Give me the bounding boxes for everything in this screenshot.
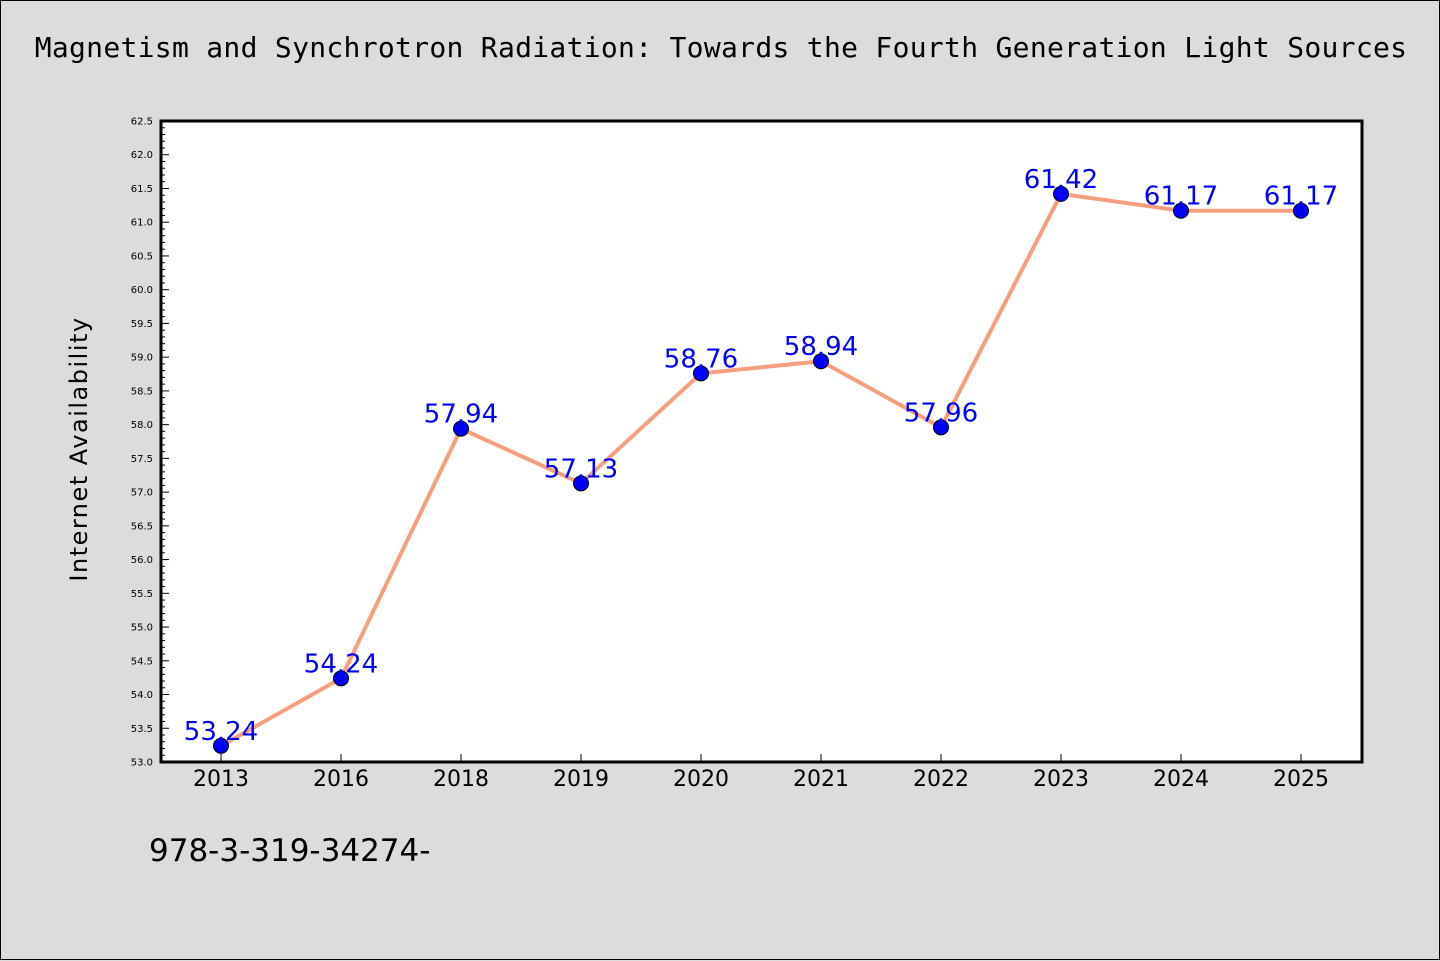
y-tick-label: 56.0 bbox=[131, 555, 153, 566]
y-tick-label: 55.5 bbox=[131, 589, 153, 600]
data-label: 57.96 bbox=[904, 398, 978, 428]
y-tick-label: 58.5 bbox=[131, 386, 153, 397]
data-point bbox=[1173, 202, 1189, 219]
data-label: 57.13 bbox=[544, 454, 618, 484]
y-tick-label: 62.0 bbox=[131, 150, 153, 161]
y-tick-label: 58.0 bbox=[131, 420, 153, 431]
data-label: 58.94 bbox=[784, 332, 858, 362]
y-tick-label: 53.5 bbox=[131, 724, 153, 735]
data-point bbox=[813, 353, 829, 370]
y-tick-label: 60.5 bbox=[131, 251, 153, 262]
data-point bbox=[1293, 202, 1309, 219]
y-tick-label: 61.5 bbox=[131, 184, 153, 195]
y-axis: 53.0 53.5 54.0 54.5 55.0 55.5 56.0 56.5 57.0 57.5… bbox=[131, 117, 169, 769]
plot-area bbox=[159, 119, 1364, 764]
data-label: 54.24 bbox=[304, 649, 378, 679]
x-axis: 2013 2016 2018 2019 2020 2021 2022 2023 2024 2025 bbox=[193, 754, 1329, 792]
data-point bbox=[933, 419, 949, 436]
data-point bbox=[1053, 185, 1069, 202]
y-tick-label: 57.0 bbox=[131, 488, 153, 499]
data-point bbox=[573, 475, 589, 492]
y-tick-label: 60.0 bbox=[131, 285, 153, 296]
data-label: 53.24 bbox=[184, 717, 258, 747]
y-tick-label: 55.0 bbox=[131, 623, 153, 634]
data-label: 61.17 bbox=[1264, 182, 1338, 212]
y-tick-label: 59.0 bbox=[131, 353, 153, 364]
x-tick-label: 2021 bbox=[793, 767, 849, 792]
x-tick-label: 2023 bbox=[1033, 767, 1089, 792]
data-label: 58.76 bbox=[664, 344, 738, 374]
x-tick-label: 2024 bbox=[1153, 767, 1209, 792]
x-tick-label: 2019 bbox=[553, 767, 609, 792]
chart-title: Magnetism and Synchrotron Radiation: Tow… bbox=[34, 31, 1408, 64]
data-labels: 53.24 54.24 57.94 57.13 58.76 58.94 57.96 61.42… bbox=[184, 165, 1338, 747]
y-tick-label: 62.5 bbox=[131, 117, 153, 128]
y-tick-label: 61.0 bbox=[131, 218, 153, 229]
isbn-label: 978-3-319-34274- bbox=[149, 833, 431, 869]
series-line bbox=[219, 191, 1303, 748]
data-point bbox=[693, 365, 709, 382]
y-axis-label: Internet Availability bbox=[65, 316, 93, 581]
x-tick-label: 2018 bbox=[433, 767, 489, 792]
x-tick-label: 2016 bbox=[313, 767, 369, 792]
y-tick-label: 53.0 bbox=[131, 758, 153, 769]
x-tick-label: 2013 bbox=[193, 767, 249, 792]
data-markers bbox=[213, 185, 1309, 754]
y-tick-label: 54.0 bbox=[131, 690, 153, 701]
data-label: 57.94 bbox=[424, 400, 498, 430]
series-line-path bbox=[219, 191, 1303, 748]
y-tick-label: 54.5 bbox=[131, 656, 153, 667]
data-point bbox=[333, 670, 349, 687]
data-point bbox=[453, 420, 469, 437]
data-label: 61.42 bbox=[1024, 165, 1098, 195]
x-tick-label: 2025 bbox=[1273, 767, 1329, 792]
x-tick-label: 2022 bbox=[913, 767, 969, 792]
y-tick-label: 56.5 bbox=[131, 521, 153, 532]
y-tick-label: 57.5 bbox=[131, 454, 153, 465]
y-tick-label: 59.5 bbox=[131, 319, 153, 330]
x-tick-label: 2020 bbox=[673, 767, 729, 792]
data-label: 61.17 bbox=[1144, 182, 1218, 212]
data-point bbox=[213, 737, 229, 754]
